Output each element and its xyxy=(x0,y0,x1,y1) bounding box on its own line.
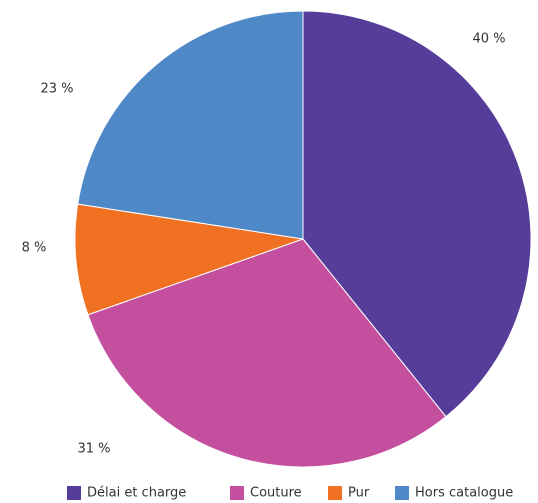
legend-label-d-lai-et-charge: Délai et charge xyxy=(87,486,186,501)
data-label-hors-catalogue: 23 % xyxy=(40,82,73,97)
data-label-d-lai-et-charge: 40 % xyxy=(472,32,505,47)
legend-swatch-hors-catalogue xyxy=(395,486,409,500)
legend-label-hors-catalogue: Hors catalogue xyxy=(415,486,513,501)
legend: Délai et charge Couture Pur Hors catalogue xyxy=(67,486,513,501)
pie-slice-pur xyxy=(74,203,304,316)
legend-swatch-couture xyxy=(230,486,244,500)
legend-label-couture: Couture xyxy=(250,486,302,501)
pie-slice-couture xyxy=(87,238,447,468)
pie-slice-hors-catalogue xyxy=(77,10,304,240)
legend-swatch-pur xyxy=(328,486,342,500)
data-label-couture: 31 % xyxy=(77,442,110,457)
legend-label-pur: Pur xyxy=(348,486,370,501)
legend-swatch-d-lai-et-charge xyxy=(67,486,81,500)
data-label-pur: 8 % xyxy=(22,241,47,256)
pie-slice-d-lai-et-charge xyxy=(302,10,532,418)
